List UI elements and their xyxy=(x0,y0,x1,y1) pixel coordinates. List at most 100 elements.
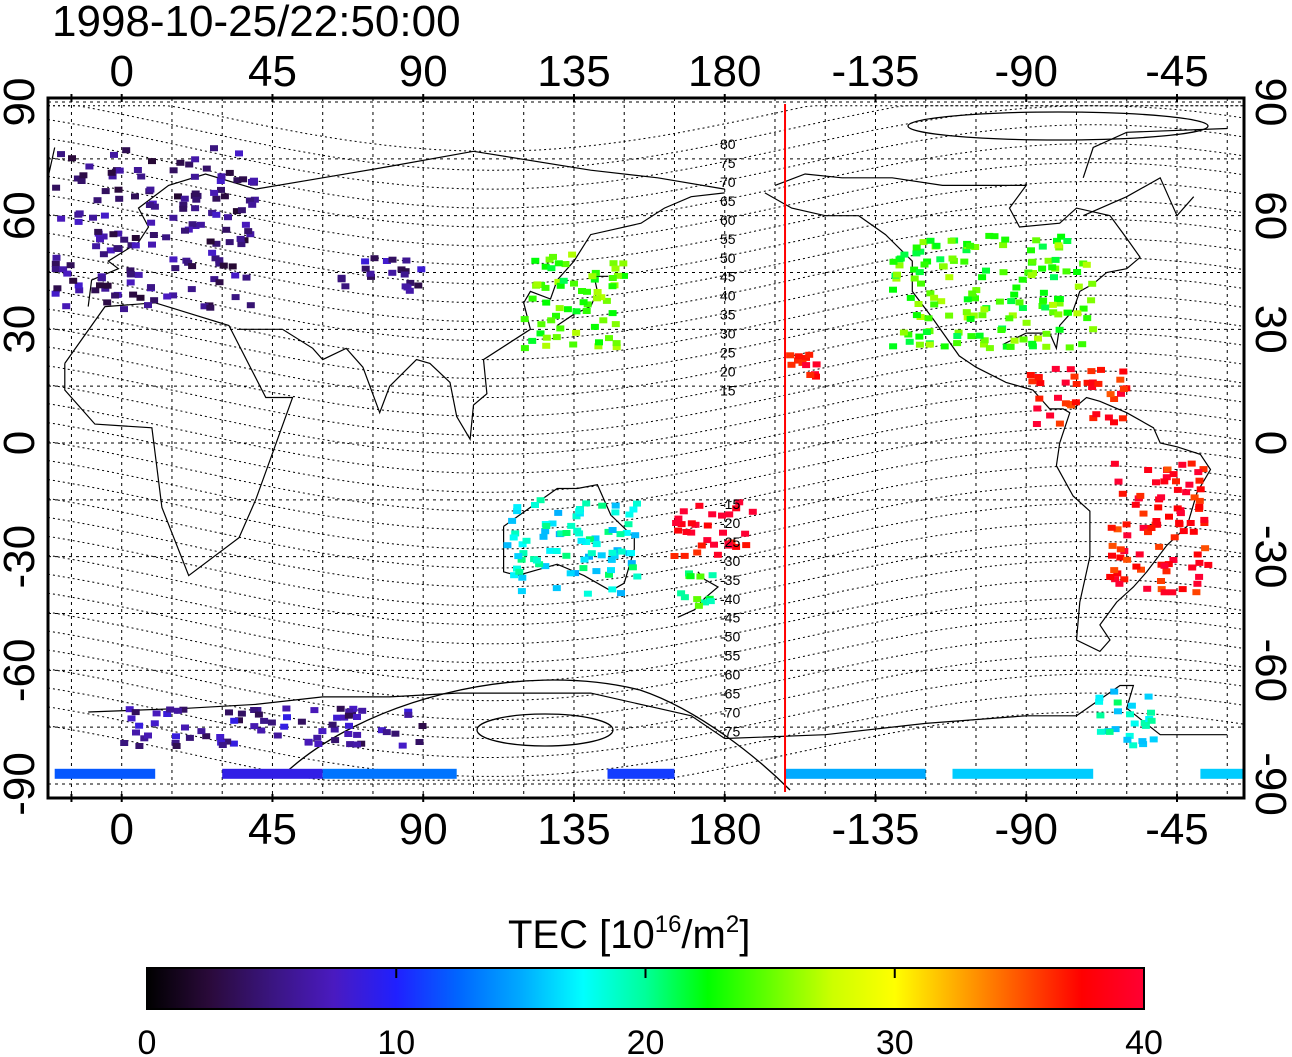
tec-sample xyxy=(633,500,641,507)
longitude-label-bottom: 90 xyxy=(399,805,448,854)
tec-sample xyxy=(237,207,246,214)
tec-sample xyxy=(206,304,215,311)
tec-sample xyxy=(99,251,108,258)
tec-sample xyxy=(608,310,617,317)
tec-sample xyxy=(1123,556,1132,563)
longitude-label-top: -135 xyxy=(831,47,919,96)
tec-sample xyxy=(608,549,617,556)
tec-sample xyxy=(805,351,814,358)
contour-label: -35 xyxy=(720,572,740,588)
tec-sample xyxy=(1144,693,1153,700)
tec-sample xyxy=(402,257,411,264)
tec-sample xyxy=(345,708,354,715)
tec-sample xyxy=(341,283,350,290)
tec-sample xyxy=(1018,305,1027,311)
tec-sample xyxy=(694,602,703,609)
tec-sample xyxy=(172,733,180,740)
tec-sample xyxy=(126,267,135,274)
longitude-label-top: 90 xyxy=(399,47,448,96)
coastline-path xyxy=(64,302,294,577)
tec-sample xyxy=(74,282,83,289)
tec-sample xyxy=(398,742,407,749)
tec-sample xyxy=(677,590,686,597)
contour-label: 75 xyxy=(720,155,736,171)
tec-sample xyxy=(337,276,346,283)
tec-sample xyxy=(99,233,108,240)
longitude-label-top: 180 xyxy=(688,47,761,96)
tec-sample xyxy=(217,186,225,193)
tec-sample xyxy=(802,362,811,369)
colorbar-tick-label: 20 xyxy=(627,1024,665,1057)
tec-sample xyxy=(210,189,219,196)
longitude-label-bottom: -90 xyxy=(994,805,1058,854)
tec-sample xyxy=(1044,257,1053,264)
tec-sample xyxy=(1111,726,1120,733)
tec-sample xyxy=(114,230,123,237)
tec-sample xyxy=(1039,297,1048,304)
tec-sample xyxy=(239,176,248,183)
tec-sample xyxy=(125,706,134,713)
tec-sample xyxy=(1089,415,1098,422)
tec-sample xyxy=(137,173,146,180)
colorbar xyxy=(146,967,1145,1010)
tec-sample xyxy=(1169,471,1178,478)
tec-sample xyxy=(1019,336,1028,343)
tec-sample xyxy=(257,727,266,734)
tec-sample xyxy=(619,260,628,267)
tec-sample xyxy=(542,523,551,529)
tec-sample xyxy=(531,502,539,508)
tec-sample xyxy=(1195,497,1204,504)
contour-label: -15 xyxy=(720,496,740,512)
tec-sample xyxy=(945,312,954,319)
tec-sample xyxy=(353,741,361,748)
tec-sample xyxy=(542,334,551,341)
tec-sample xyxy=(51,260,60,267)
tec-sample xyxy=(370,255,379,262)
tec-sample xyxy=(914,301,923,307)
contour-labels: 80 75 70 65 60 55 50 45 40 35 30 25 20 15 -15 -20 -25 -30… xyxy=(720,136,740,739)
tec-sample xyxy=(101,188,110,195)
tec-sample xyxy=(1152,518,1161,524)
tec-sample xyxy=(215,279,224,286)
tec-sample xyxy=(388,256,397,263)
latitude-ticks-right: 90 60 30 0 -30 -60 -90 xyxy=(1246,78,1292,816)
tec-sample xyxy=(732,543,741,550)
tec-sample xyxy=(1110,460,1119,467)
tec-sample xyxy=(367,273,375,280)
tec-sample xyxy=(127,242,136,249)
tec-sample xyxy=(609,260,618,267)
tec-sample xyxy=(1138,738,1147,745)
magnetic-contour xyxy=(48,162,1244,247)
tec-sample xyxy=(910,266,919,273)
tec-sample xyxy=(1061,379,1070,386)
tec-sample xyxy=(1189,528,1198,535)
tec-sample xyxy=(212,240,221,247)
contour-label: -55 xyxy=(720,648,740,664)
tec-sample xyxy=(1182,489,1191,496)
tec-sample xyxy=(899,329,908,336)
tec-sample xyxy=(417,266,426,273)
tec-sample xyxy=(1097,366,1105,373)
tec-sample xyxy=(212,195,221,202)
tec-sample xyxy=(1116,546,1125,553)
tec-sample xyxy=(912,312,921,319)
tec-sample xyxy=(1204,561,1213,568)
tec-sample xyxy=(985,345,994,352)
tec-sample xyxy=(932,242,941,249)
latitude-ticks-left: 90 60 30 0 -30 -60 -90 xyxy=(0,78,44,816)
tec-sample xyxy=(1055,420,1064,427)
tec-sample xyxy=(999,269,1008,276)
tec-sample xyxy=(254,711,263,718)
tec-sample xyxy=(599,317,608,324)
tec-sample xyxy=(513,508,522,515)
magnetic-contour xyxy=(48,616,1244,702)
coastline-path xyxy=(503,484,635,592)
tec-sample xyxy=(937,298,946,305)
tec-sample xyxy=(710,541,718,548)
tec-sample xyxy=(1088,280,1097,287)
tec-sample xyxy=(208,209,217,216)
tec-sample xyxy=(62,303,71,310)
tec-sample xyxy=(579,299,588,306)
tec-sample xyxy=(915,333,924,340)
tec-sample xyxy=(617,590,625,597)
